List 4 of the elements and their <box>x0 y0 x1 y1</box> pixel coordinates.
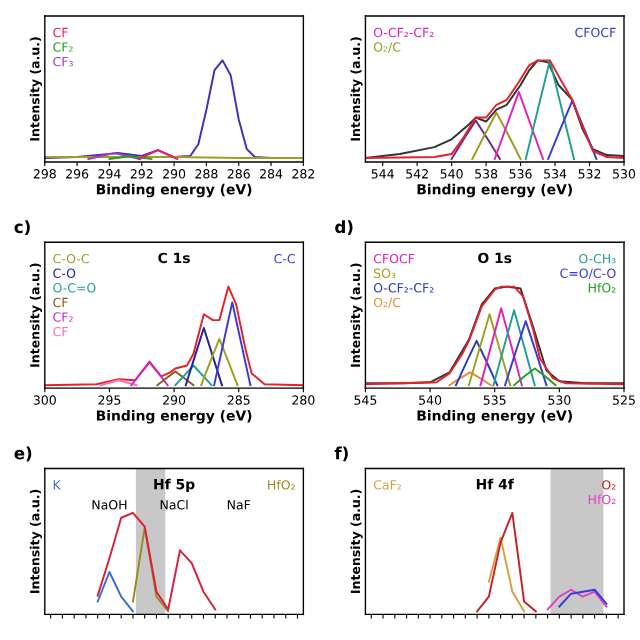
chart-subtitle: d) <box>335 220 353 236</box>
chart-subtitle: c) <box>14 220 30 236</box>
chart-subtitle: f) <box>334 446 348 462</box>
chart-subtitle: e) <box>14 446 32 462</box>
